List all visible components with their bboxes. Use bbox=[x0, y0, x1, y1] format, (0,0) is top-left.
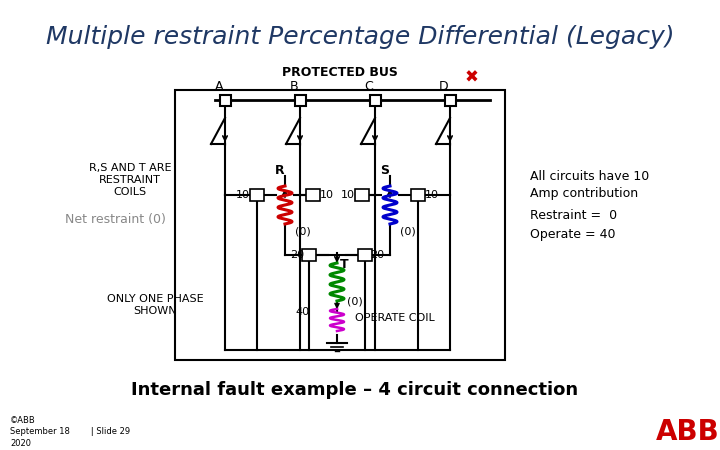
Text: S: S bbox=[380, 165, 390, 177]
Text: 20: 20 bbox=[290, 250, 304, 260]
Text: Internal fault example – 4 circuit connection: Internal fault example – 4 circuit conne… bbox=[132, 381, 579, 399]
Text: R: R bbox=[275, 165, 285, 177]
Text: OPERATE COIL: OPERATE COIL bbox=[355, 313, 435, 323]
Bar bbox=[306, 189, 320, 201]
Text: R,S AND T ARE
RESTRAINT
COILS: R,S AND T ARE RESTRAINT COILS bbox=[89, 163, 171, 197]
Text: 10: 10 bbox=[341, 190, 355, 200]
Bar bbox=[175, 90, 505, 360]
Text: 10: 10 bbox=[320, 190, 334, 200]
Text: A: A bbox=[215, 80, 223, 93]
Bar bbox=[294, 94, 305, 105]
Bar bbox=[358, 249, 372, 261]
Bar bbox=[444, 94, 456, 105]
Text: B: B bbox=[289, 80, 298, 93]
Text: Net restraint (0): Net restraint (0) bbox=[65, 213, 166, 226]
Text: ©ABB
September 18        | Slide 29
2020: ©ABB September 18 | Slide 29 2020 bbox=[10, 416, 130, 448]
Text: 10: 10 bbox=[236, 190, 250, 200]
Text: 10: 10 bbox=[425, 190, 439, 200]
Bar bbox=[355, 189, 369, 201]
Text: All circuits have 10
Amp contribution: All circuits have 10 Amp contribution bbox=[530, 170, 649, 201]
Text: (0): (0) bbox=[347, 297, 363, 307]
Text: C: C bbox=[364, 80, 374, 93]
Bar bbox=[369, 94, 380, 105]
Bar bbox=[250, 189, 264, 201]
Text: Restraint =  0
Operate = 40: Restraint = 0 Operate = 40 bbox=[530, 209, 617, 241]
Text: (0): (0) bbox=[295, 226, 311, 236]
Bar bbox=[220, 94, 230, 105]
Bar bbox=[302, 249, 316, 261]
Text: Multiple restraint Percentage Differential (Legacy): Multiple restraint Percentage Differenti… bbox=[46, 25, 674, 49]
Text: D: D bbox=[439, 80, 449, 93]
Text: T: T bbox=[340, 258, 348, 271]
Text: ABB: ABB bbox=[656, 418, 720, 446]
Text: 20: 20 bbox=[370, 250, 384, 260]
Text: 40: 40 bbox=[295, 307, 309, 317]
Text: ONLY ONE PHASE
SHOWN: ONLY ONE PHASE SHOWN bbox=[107, 294, 203, 316]
Bar bbox=[411, 189, 425, 201]
Text: PROTECTED BUS: PROTECTED BUS bbox=[282, 66, 398, 78]
Text: ✖: ✖ bbox=[465, 69, 479, 87]
Text: (0): (0) bbox=[400, 226, 416, 236]
